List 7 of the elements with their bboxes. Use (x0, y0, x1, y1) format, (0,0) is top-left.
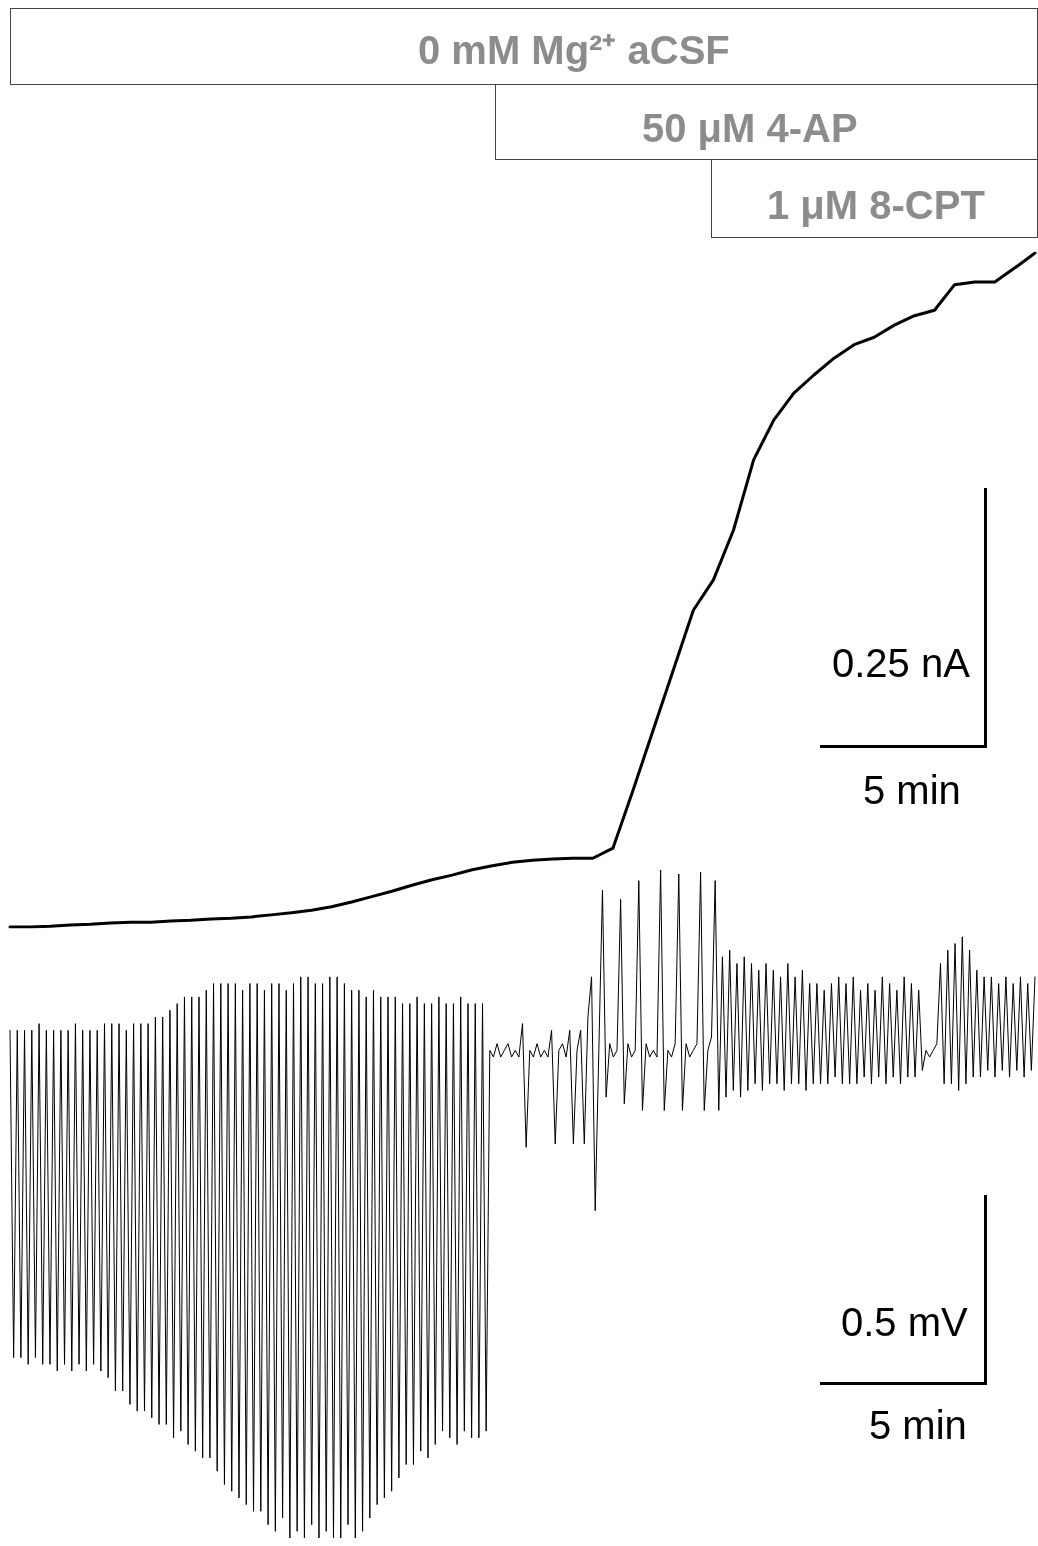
annotation: 0.25 nA (832, 641, 970, 685)
annotation: 0.5 mV (841, 1300, 968, 1344)
annotation: 5 min (863, 768, 961, 812)
annotation: 5 min (869, 1403, 967, 1447)
text: 1 μM 8-CPT (767, 183, 985, 227)
text: 50 μM 4-AP (642, 106, 858, 150)
text: 0 mM Mg²⁺ aCSF (418, 28, 730, 72)
